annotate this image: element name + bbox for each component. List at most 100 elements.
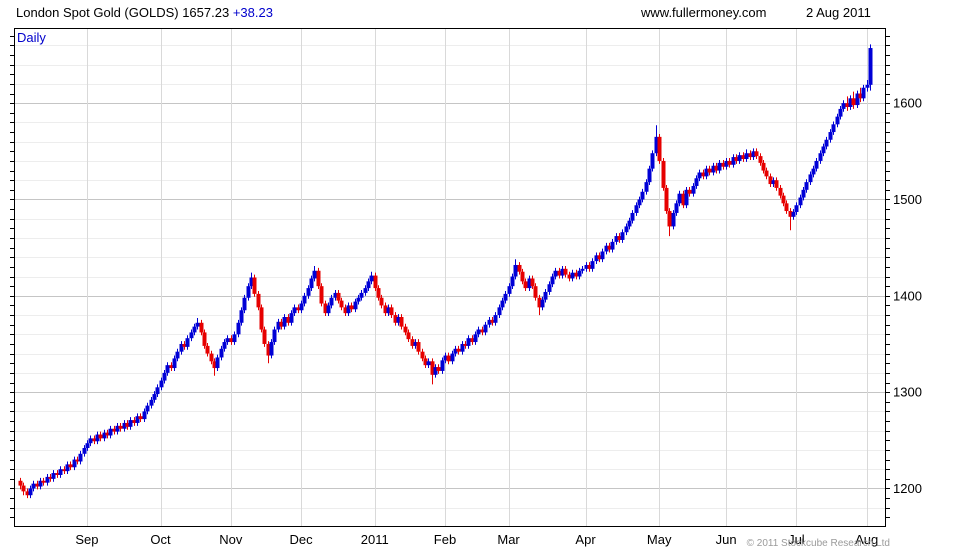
candle-body (744, 153, 749, 160)
x-axis-label: Apr (575, 532, 596, 547)
candle-body (677, 193, 682, 204)
candle-body (758, 156, 763, 163)
candle-body (523, 281, 528, 289)
candle-body (122, 422, 127, 429)
candle-body (440, 360, 445, 371)
candle-body (162, 372, 167, 381)
candle-body (731, 157, 736, 165)
candle-body (604, 245, 609, 252)
candle-body (681, 193, 686, 206)
candle-body (513, 264, 518, 277)
candle-body (68, 464, 73, 468)
candle-body (296, 307, 301, 311)
candle-body (219, 348, 224, 358)
candle-body (108, 428, 113, 436)
candle-body (470, 338, 475, 343)
candle-body (764, 170, 769, 177)
candle-body (92, 438, 97, 442)
candle-body (31, 483, 36, 489)
x-axis-label: May (647, 532, 672, 547)
candle-body (661, 160, 666, 188)
candle-body (349, 305, 354, 310)
candle-body (594, 255, 599, 262)
candle-body (657, 136, 662, 161)
candle-body (570, 272, 575, 279)
plot-frame (14, 28, 886, 527)
candle-body (366, 281, 371, 289)
candle-body (72, 459, 77, 468)
candle-body (711, 165, 716, 173)
candle-body (125, 422, 130, 427)
candle-body (232, 334, 237, 343)
candle-body (476, 329, 481, 335)
candle-body (132, 420, 137, 423)
candle-body (456, 348, 461, 352)
candle-body (48, 476, 53, 479)
candle-body (35, 483, 40, 487)
candle-body (687, 189, 692, 194)
candle-body (460, 343, 465, 352)
candle-body (242, 297, 247, 311)
y-axis-label: 1600 (893, 96, 922, 111)
candle-body (821, 146, 826, 154)
candle-body (761, 162, 766, 171)
x-axis-label: 2011 (361, 532, 389, 547)
x-axis-label: Feb (434, 532, 456, 547)
candle-body (18, 480, 23, 486)
candle-body (547, 284, 552, 292)
candle-body (21, 485, 26, 492)
candle-body (112, 428, 117, 432)
candle-body (808, 174, 813, 183)
x-axis-label: Jun (716, 532, 737, 547)
candle-body (306, 288, 311, 296)
candle-body (734, 157, 739, 161)
candle-body (490, 319, 495, 323)
candle-body (804, 182, 809, 190)
candle-body (159, 380, 164, 388)
candle-body (256, 293, 261, 308)
candle-body (577, 270, 582, 277)
candle-body (868, 48, 873, 85)
candle-body (128, 420, 133, 427)
candle-body (236, 322, 241, 335)
candle-body (149, 399, 154, 406)
candle-body (818, 153, 823, 161)
candle-body (169, 365, 174, 369)
candle-body (654, 136, 659, 154)
y-axis-label: 1400 (893, 288, 922, 303)
candle-body (192, 326, 197, 333)
candle-body (704, 168, 709, 177)
candle-body (75, 459, 80, 462)
candle-body (717, 162, 722, 171)
candle-body (517, 264, 522, 272)
candle-body (701, 172, 706, 177)
candle-body (215, 357, 220, 369)
candle-body (299, 303, 304, 311)
candle-body (55, 473, 60, 475)
candle-body (520, 271, 525, 282)
candle-body (393, 315, 398, 323)
candle-body (326, 305, 331, 314)
candle-body (527, 278, 532, 289)
timeframe-label: Daily (17, 30, 46, 45)
candle-body (379, 297, 384, 306)
candle-body (212, 361, 217, 369)
candle-body (88, 438, 93, 444)
price-change: +38.23 (232, 5, 273, 20)
candle-body (650, 153, 655, 169)
candle-body (346, 305, 351, 314)
candle-body (359, 292, 364, 298)
candle-body (195, 322, 200, 327)
candle-body (640, 191, 645, 200)
candle-body (737, 155, 742, 161)
candle-body (691, 185, 696, 194)
candle-body (574, 272, 579, 277)
candle-body (861, 87, 866, 99)
candle-body (363, 288, 368, 293)
candle-body (410, 339, 415, 346)
candle-body (634, 205, 639, 213)
candle-body (851, 98, 856, 106)
candle-body (333, 292, 338, 298)
candle-body (624, 226, 629, 233)
